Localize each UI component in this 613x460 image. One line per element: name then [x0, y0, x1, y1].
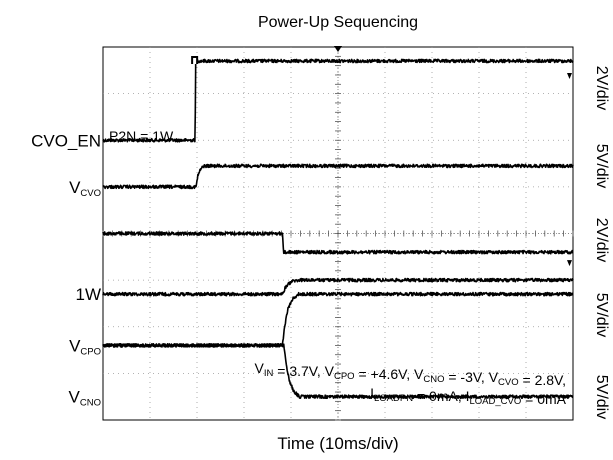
- trace-cvo: [102, 231, 574, 255]
- condition-text: = +4.6V, V: [355, 366, 424, 382]
- condition-text: = 0mA: [521, 391, 566, 407]
- trace-label-vcno: VCNO: [69, 388, 101, 409]
- marker-group: [191, 46, 572, 267]
- x-axis-label: Time (10ms/div): [277, 434, 398, 453]
- trace-vcvo: [102, 163, 574, 190]
- condition-subscript: CNO: [423, 374, 444, 385]
- condition-subscript: CPO: [334, 371, 355, 382]
- trace-label-vcvo: VCVO: [69, 178, 101, 199]
- scale-label: 2V/div: [593, 218, 610, 262]
- condition-subscript: LOAD_CVO: [470, 396, 522, 407]
- plot-grid: [102, 46, 574, 421]
- trace-label-main: CVO_EN: [31, 131, 101, 150]
- trigger-position-marker: [334, 46, 342, 52]
- trace-label-vcpo: VCPO: [69, 336, 101, 357]
- condition-text: = -3V, V: [444, 369, 498, 385]
- p2n-annotation: P2N = 1W: [109, 128, 174, 144]
- scale-label: 2V/div: [593, 66, 610, 110]
- condition-text: V: [255, 360, 265, 376]
- chart-title: Power-Up Sequencing: [258, 14, 418, 31]
- trace-label-cvo-en: CVO_EN: [31, 131, 101, 150]
- scale-labels: 2V/div 5V/div 2V/div 5V/div 5V/div: [593, 66, 610, 419]
- condition-subscript: IN: [264, 368, 274, 379]
- trace-group: [102, 58, 574, 400]
- condition-text: = 2.8V,: [519, 372, 566, 388]
- scale-label: 5V/div: [593, 293, 610, 337]
- ref-level-marker: [567, 72, 572, 79]
- scale-label: 5V/div: [593, 375, 610, 419]
- scale-label: 5V/div: [593, 144, 610, 188]
- trigger-marker-inner: [193, 58, 197, 64]
- trace-label-subscript: CPO: [80, 346, 101, 357]
- trace-label-1w: 1W: [76, 285, 102, 304]
- conditions-line-2: ILOADPN = 0mA, ILOAD_CVO = 0mA: [370, 385, 567, 407]
- condition-text: = 0mA, I: [413, 388, 469, 404]
- trace-label-main: V: [69, 178, 81, 197]
- condition-text: I: [370, 385, 374, 401]
- trace-label-main: V: [69, 388, 81, 407]
- ref-level-marker: [567, 260, 572, 267]
- condition-text: = 3.7V, V: [273, 363, 334, 379]
- trace-label-subscript: CNO: [80, 398, 101, 409]
- trace-cvo-en: [102, 58, 574, 143]
- trace-label-subscript: CVO: [80, 188, 101, 199]
- conditions-line-1: VIN = 3.7V, VCPO = +4.6V, VCNO = -3V, VC…: [255, 360, 566, 388]
- condition-subscript: CVO: [498, 377, 519, 388]
- trace-label-main: V: [69, 336, 81, 355]
- trace-vcno: [102, 343, 574, 400]
- trace-label-main: 1W: [76, 285, 102, 304]
- trace-1w: [102, 277, 574, 297]
- condition-subscript: LOADPN: [374, 393, 413, 404]
